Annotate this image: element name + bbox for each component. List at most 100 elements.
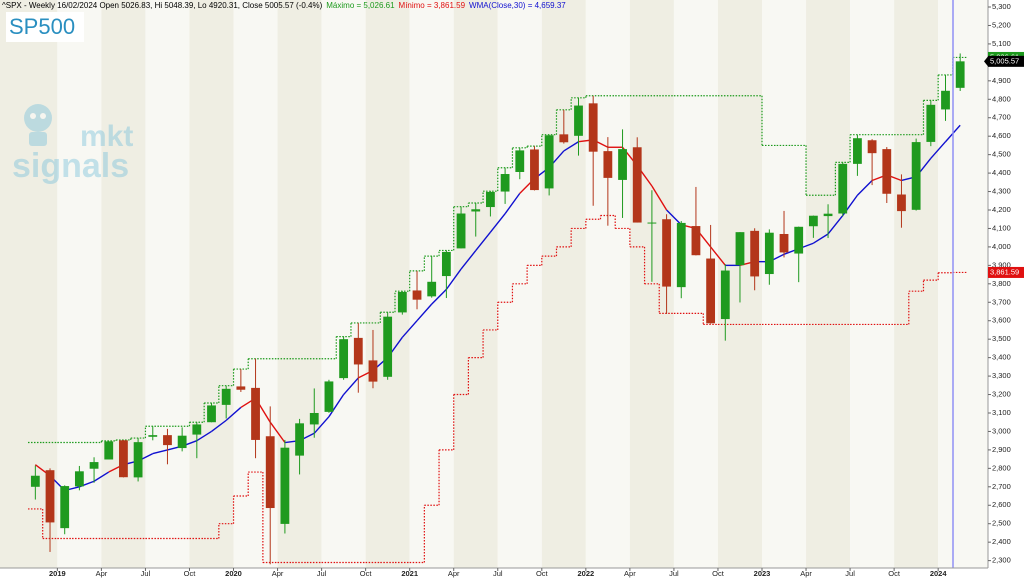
wma-segment: [225, 406, 242, 421]
info-header: ^SPX - Weekly 16/02/2024 Open 5026.83, H…: [2, 1, 566, 10]
candle-body: [676, 222, 686, 288]
y-tick-label: 5,200: [992, 20, 1011, 29]
candle-body: [148, 435, 158, 437]
legend-entry: Máximo = 5,026.61: [326, 1, 395, 10]
legend-entry: Mínimo = 3,861.59: [398, 1, 466, 10]
candle-body: [236, 386, 246, 390]
candle-body: [30, 475, 40, 487]
x-tick-label: Jul: [669, 569, 679, 578]
candle-body: [779, 233, 789, 253]
candle-body: [324, 381, 334, 412]
robot-eye: [40, 113, 46, 119]
candle-body: [456, 213, 466, 249]
candle-body: [544, 135, 554, 189]
price-badge: [988, 55, 1024, 67]
wma-segment: [827, 215, 844, 235]
robot-head: [24, 104, 52, 132]
candle-body: [838, 163, 848, 214]
candle-body: [280, 447, 290, 524]
candles: [30, 53, 965, 565]
candle-body: [941, 90, 950, 110]
wma-segment: [269, 421, 286, 443]
wma-segment: [930, 141, 947, 159]
candle-body: [588, 103, 598, 152]
wma-segment: [856, 179, 873, 196]
y-tick-label: 4,500: [992, 150, 1011, 159]
candle-body: [882, 149, 892, 194]
chart-title: SP500: [9, 14, 75, 39]
candle-body: [500, 174, 510, 192]
y-tick-label: 4,100: [992, 223, 1011, 232]
y-tick-label: 2,900: [992, 445, 1011, 454]
axes: 2019 Apr Jul Oct 2020 Apr Jul Oct 2021 Apr Jul Oct 2…: [49, 2, 1024, 578]
candle-body: [632, 147, 642, 223]
y-tick-label: 3,800: [992, 279, 1011, 288]
x-tick-label: Jul: [317, 569, 327, 578]
wma-segment: [401, 320, 418, 338]
quarter-band: [541, 0, 586, 568]
price-badge-label: 5,005.57: [990, 56, 1019, 65]
x-tick-label: Apr: [624, 569, 636, 578]
candle-body: [618, 149, 627, 180]
wma-segment: [710, 246, 726, 266]
wma-segment: [328, 394, 345, 418]
candle-body: [955, 61, 965, 88]
candle-body: [251, 387, 260, 440]
wma-segment: [343, 377, 359, 396]
y-tick-label: 3,200: [992, 390, 1011, 399]
x-tick-label: Apr: [96, 569, 108, 578]
candle-body: [515, 150, 525, 172]
y-tick-label: 2,500: [992, 519, 1011, 528]
candle-body: [706, 258, 716, 324]
wma-segment: [504, 192, 521, 215]
wma-segment: [460, 250, 477, 270]
candle-body: [486, 191, 495, 208]
candle-body: [647, 222, 657, 224]
x-tick-label: Apr: [448, 569, 460, 578]
candle-body: [750, 230, 760, 277]
watermark: mkt signals: [12, 104, 133, 185]
wma-segment: [813, 233, 829, 244]
y-tick-label: 4,400: [992, 168, 1011, 177]
robot-body: [29, 132, 47, 146]
wma-segment: [651, 185, 668, 211]
candle-body: [764, 232, 774, 275]
y-tick-label: 2,400: [992, 537, 1011, 546]
wma-segment: [475, 231, 491, 252]
y-tick-label: 4,300: [992, 187, 1011, 196]
x-tick-label: Apr: [272, 569, 284, 578]
candle-body: [397, 291, 407, 313]
candle-body: [412, 290, 422, 300]
candle-body: [530, 149, 539, 191]
candle-body: [662, 219, 671, 287]
y-tick-label: 3,500: [992, 334, 1011, 343]
wma-segment: [313, 416, 330, 434]
y-tick-label: 3,400: [992, 353, 1011, 362]
quarter-band: [321, 0, 366, 568]
y-tick-label: 4,600: [992, 131, 1011, 140]
candle-body: [559, 134, 569, 143]
candle-body: [45, 470, 55, 523]
candle-body: [383, 316, 393, 377]
candle-body: [368, 360, 378, 382]
y-tick-label: 3,000: [992, 426, 1011, 435]
quarter-band: [365, 0, 410, 568]
legend-entry: WMA(Close,30) = 4,659.37: [469, 1, 566, 10]
x-tick-label: 2024: [930, 569, 948, 578]
x-tick-label: Jul: [493, 569, 503, 578]
watermark-text: mkt: [80, 120, 133, 153]
y-tick-label: 3,100: [992, 408, 1011, 417]
candle-body: [808, 215, 818, 227]
candle-body: [192, 424, 202, 435]
candle-body: [823, 213, 833, 217]
candle-body: [295, 423, 304, 456]
robot-eye: [30, 113, 36, 119]
candle-body: [720, 270, 730, 320]
quarter-band: [189, 0, 234, 568]
quarter-band: [762, 0, 807, 568]
candle-body: [74, 471, 84, 487]
candle-body: [353, 337, 363, 365]
info-line: ^SPX - Weekly 16/02/2024 Open 5026.83, H…: [2, 1, 323, 10]
watermark-text: signals: [12, 147, 129, 185]
